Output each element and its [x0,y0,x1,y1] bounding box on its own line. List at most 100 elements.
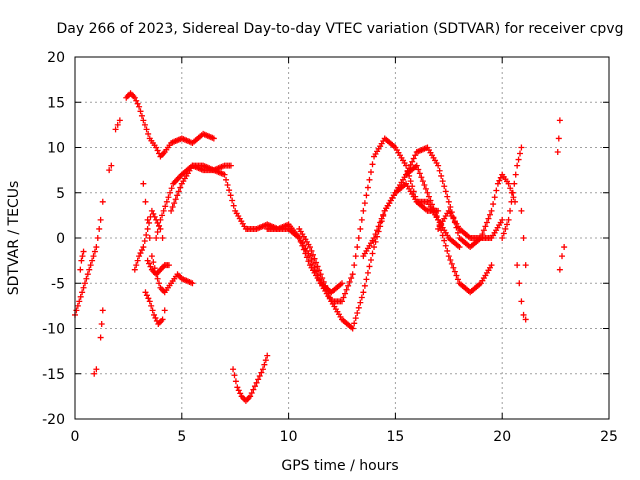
data-point [146,298,153,305]
data-point [210,135,217,142]
data-point [354,244,361,251]
series-sat-E [106,162,115,174]
y-axis-label: SDTVAR / TECUs [6,181,22,296]
data-point [447,203,454,210]
series-sat-A [72,198,106,318]
data-point [447,256,454,263]
data-point [154,147,161,154]
data-point [320,278,327,285]
data-point [159,212,166,219]
data-point [143,231,150,238]
data-point [146,235,153,241]
data-point [177,184,184,191]
series-sat-C [91,366,100,377]
data-point [502,225,509,232]
data-point [491,194,498,201]
data-point [435,207,442,214]
series-sat-W [554,117,563,156]
data-point [522,262,529,269]
data-point [418,174,425,181]
data-point [316,276,323,283]
data-point [412,152,419,159]
series-sat-N [230,352,271,404]
data-point [505,216,512,223]
data-point [369,161,376,168]
data-point [250,386,257,393]
data-point [150,210,157,217]
data-point [559,253,566,260]
data-point [148,253,155,260]
data-point [146,219,153,226]
x-tick-label: 15 [386,429,404,445]
data-point [154,228,161,235]
data-point [165,262,172,269]
data-point [311,264,318,271]
x-tick-label: 0 [71,429,80,445]
data-point [508,198,515,205]
data-point [375,223,382,230]
data-point [438,227,445,234]
data-point [142,289,149,296]
data-point [520,311,527,318]
data-point [441,183,448,190]
x-tick-label: 5 [177,429,186,445]
data-point [87,262,94,269]
data-point [91,248,98,255]
series-sat-R [403,144,506,251]
data-point [515,156,522,163]
data-point [488,207,495,214]
data-point [84,271,91,278]
data-point [157,225,164,232]
data-point [227,162,234,169]
data-point [134,257,141,264]
data-point [258,369,265,376]
y-tick-label: 20 [47,50,65,66]
data-point [342,290,349,297]
data-point [441,237,448,244]
x-tick-label: 20 [493,429,511,445]
data-point [451,268,458,275]
data-point [253,379,260,386]
data-point [340,294,347,301]
data-point [442,242,449,249]
data-point [425,193,432,200]
data-point [348,275,355,282]
data-point [518,144,525,151]
data-point [493,187,500,194]
data-point [140,117,147,124]
data-point [482,223,489,230]
data-point [230,202,237,209]
data-point [143,126,150,133]
data-point [483,219,490,226]
data-point [79,253,86,260]
data-point [454,229,461,236]
data-point [512,171,519,178]
data-point [264,352,271,359]
data-point [514,162,521,169]
data-point [153,235,160,241]
data-point [361,282,368,289]
data-point [349,271,356,278]
data-point [522,316,529,323]
data-point [138,112,145,119]
data-point [406,165,413,172]
data-point [174,192,181,199]
data-point [507,185,514,192]
data-point [450,264,457,271]
data-point [380,211,387,218]
data-point [305,258,312,265]
y-tick-label: 5 [56,186,65,202]
data-point [73,307,80,314]
y-tick-label: -15 [42,367,65,383]
data-point [81,280,88,287]
data-point [355,235,362,241]
data-point [367,169,374,176]
data-point [227,192,234,199]
data-point [99,198,106,205]
data-point [314,272,321,279]
data-point [114,121,121,128]
data-point [480,227,487,234]
data-point [230,366,237,373]
data-point [251,383,258,390]
